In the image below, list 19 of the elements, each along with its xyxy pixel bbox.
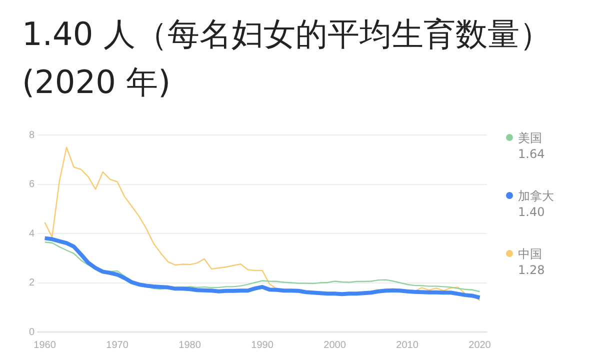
chart-title: 1.40 人（每名妇女的平均生育数量）(2020 年) <box>22 14 552 103</box>
x-tick-label: 2000 <box>324 340 346 351</box>
x-tick-label: 1990 <box>251 340 274 351</box>
y-tick-label: 8 <box>29 130 35 141</box>
x-tick-label: 2010 <box>396 340 419 351</box>
x-tick-label: 1960 <box>34 340 56 351</box>
y-tick-label: 6 <box>29 179 35 190</box>
x-tick-label: 1970 <box>106 340 129 351</box>
text: 1.64 <box>517 147 546 161</box>
x-tick-label: 2020 <box>468 340 492 351</box>
y-tick-label: 2 <box>29 278 35 288</box>
text: 1.40 <box>517 205 546 219</box>
text: 1.28 <box>517 263 546 277</box>
y-tick-label: 0 <box>29 326 35 338</box>
legend-label: 中国 <box>517 246 543 263</box>
y-tick-label: 4 <box>29 228 35 240</box>
x-tick-label: 1980 <box>178 340 202 351</box>
legend-label: 加拿大 <box>517 188 554 205</box>
legend-label: 美国 <box>517 130 543 147</box>
